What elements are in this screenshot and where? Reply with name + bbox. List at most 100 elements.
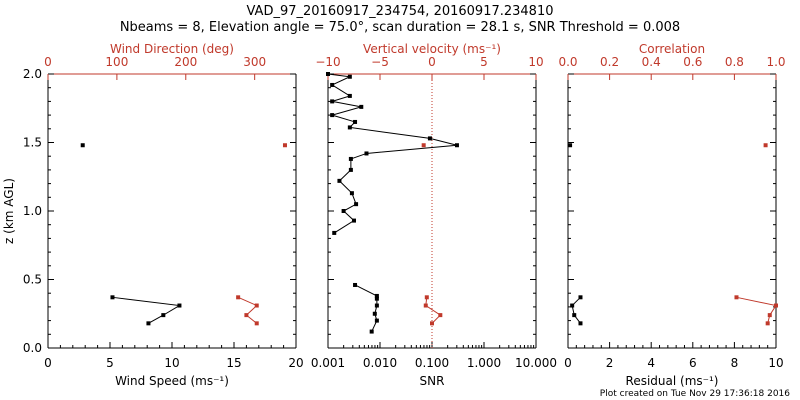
y-axis-label: z (km AGL)	[2, 178, 16, 244]
x-axis-label-bottom: Residual (ms⁻¹)	[626, 374, 719, 388]
x-tick-label-top: 0	[44, 55, 52, 69]
middle-data-point	[352, 218, 356, 223]
chart-subtitle: Nbeams = 8, Elevation angle = 75.0°, sca…	[119, 20, 681, 35]
middle-series-line	[327, 73, 458, 234]
middle-data-point	[423, 303, 428, 308]
middle-data-point	[354, 202, 359, 207]
x-tick-label-top: 10	[528, 55, 543, 69]
middle-data-point	[348, 156, 353, 161]
x-tick-label-top: 0.8	[725, 55, 744, 69]
plot-created-note: Plot created on Tue Nov 29 17:36:18 2016	[599, 389, 790, 399]
x-tick-label-bottom: 20	[288, 356, 303, 370]
middle-data-point	[438, 313, 443, 318]
right-data-point	[734, 295, 739, 300]
right-data-point	[765, 321, 770, 326]
x-tick-label-top: 1.0	[766, 55, 785, 69]
left-data-point	[244, 313, 249, 318]
middle-data-point	[330, 99, 335, 104]
middle-data-point	[330, 113, 335, 118]
x-tick-label-top: 200	[174, 55, 197, 69]
middle-data-point	[347, 93, 352, 98]
x-axis-label-bottom: SNR	[420, 374, 445, 388]
middle-data-point	[424, 295, 429, 300]
x-axis-label-bottom: Wind Speed (ms⁻¹)	[115, 374, 229, 388]
x-tick-label-bottom: 10	[164, 356, 179, 370]
x-tick-label-top: 0	[428, 55, 436, 69]
right-series-line	[571, 296, 581, 324]
x-tick-label-bottom: 4	[647, 356, 655, 370]
x-axis-label-top: Correlation	[639, 42, 705, 56]
right-data-point	[763, 143, 768, 148]
middle-data-point	[359, 104, 364, 109]
x-tick-label-bottom: 10.000	[515, 356, 557, 370]
x-tick-label-top: 0.4	[642, 55, 661, 69]
left-data-point	[80, 143, 85, 148]
x-tick-label-bottom: 8	[731, 356, 739, 370]
middle-data-point	[348, 167, 353, 172]
x-tick-label-top: 5	[480, 55, 488, 69]
x-tick-label-bottom: 0	[564, 356, 572, 370]
left-series-line	[112, 296, 181, 324]
middle-series-line	[354, 284, 378, 332]
left-data-point	[110, 295, 115, 300]
middle-data-point	[454, 143, 459, 148]
left-data-point	[177, 303, 182, 308]
middle-data-point	[374, 303, 379, 308]
middle-data-point	[326, 72, 330, 76]
middle-data-point	[353, 119, 358, 124]
y-tick-label: 0.5	[23, 273, 42, 287]
right-data-point	[572, 313, 577, 318]
middle-data-point	[430, 321, 434, 326]
right-data-point	[568, 143, 573, 148]
middle-data-point	[372, 311, 377, 316]
x-axis-label-top: Vertical velocity (ms⁻¹)	[363, 42, 501, 56]
chart-title: VAD_97_20160917_234754, 20160917.234810	[246, 4, 554, 19]
middle-series-line	[425, 297, 442, 324]
middle-data-point	[374, 318, 379, 323]
left-data-point	[161, 313, 166, 318]
left-data-point	[254, 303, 259, 308]
middle-data-point	[369, 329, 374, 334]
x-tick-label-top: −10	[315, 55, 340, 69]
middle-data-point	[341, 209, 346, 213]
x-tick-label-top: −5	[371, 55, 389, 69]
x-tick-label-bottom: 10	[768, 356, 783, 370]
right-data-point	[767, 313, 772, 318]
x-tick-label-bottom: 0.100	[415, 356, 449, 370]
x-axis-label-top: Wind Direction (deg)	[110, 42, 234, 56]
middle-data-point	[427, 136, 432, 141]
left-data-point	[282, 143, 287, 148]
right-data-point	[578, 321, 583, 326]
left-data-point	[236, 295, 241, 300]
right-series-line	[736, 296, 777, 324]
right-data-point	[774, 303, 778, 308]
right-data-point	[570, 303, 575, 308]
left-data-point	[254, 321, 259, 326]
left-data-point	[146, 321, 151, 326]
middle-data-point	[337, 178, 342, 183]
middle-data-point	[421, 143, 426, 148]
y-tick-label: 2.0	[23, 67, 42, 81]
x-tick-label-top: 0.2	[600, 55, 619, 69]
x-tick-label-bottom: 0	[44, 356, 52, 370]
y-tick-label: 1.5	[23, 136, 42, 150]
right-data-point	[578, 295, 583, 300]
x-tick-label-bottom: 0.010	[363, 356, 397, 370]
y-tick-label: 1.0	[23, 204, 42, 218]
middle-data-point	[347, 125, 352, 130]
middle-data-point	[364, 151, 369, 156]
y-tick-label: 0.0	[23, 341, 42, 355]
middle-data-point	[332, 230, 337, 235]
x-tick-label-top: 100	[105, 55, 128, 69]
x-tick-label-bottom: 0.001	[311, 356, 345, 370]
middle-data-point	[349, 191, 354, 196]
x-tick-label-bottom: 6	[689, 356, 697, 370]
middle-data-point	[374, 296, 379, 301]
x-tick-label-top: 300	[243, 55, 266, 69]
x-tick-label-bottom: 1.000	[467, 356, 501, 370]
middle-data-point	[374, 293, 379, 298]
middle-data-point	[347, 74, 352, 79]
x-tick-label-top: 0.6	[683, 55, 702, 69]
x-tick-label-bottom: 2	[606, 356, 614, 370]
